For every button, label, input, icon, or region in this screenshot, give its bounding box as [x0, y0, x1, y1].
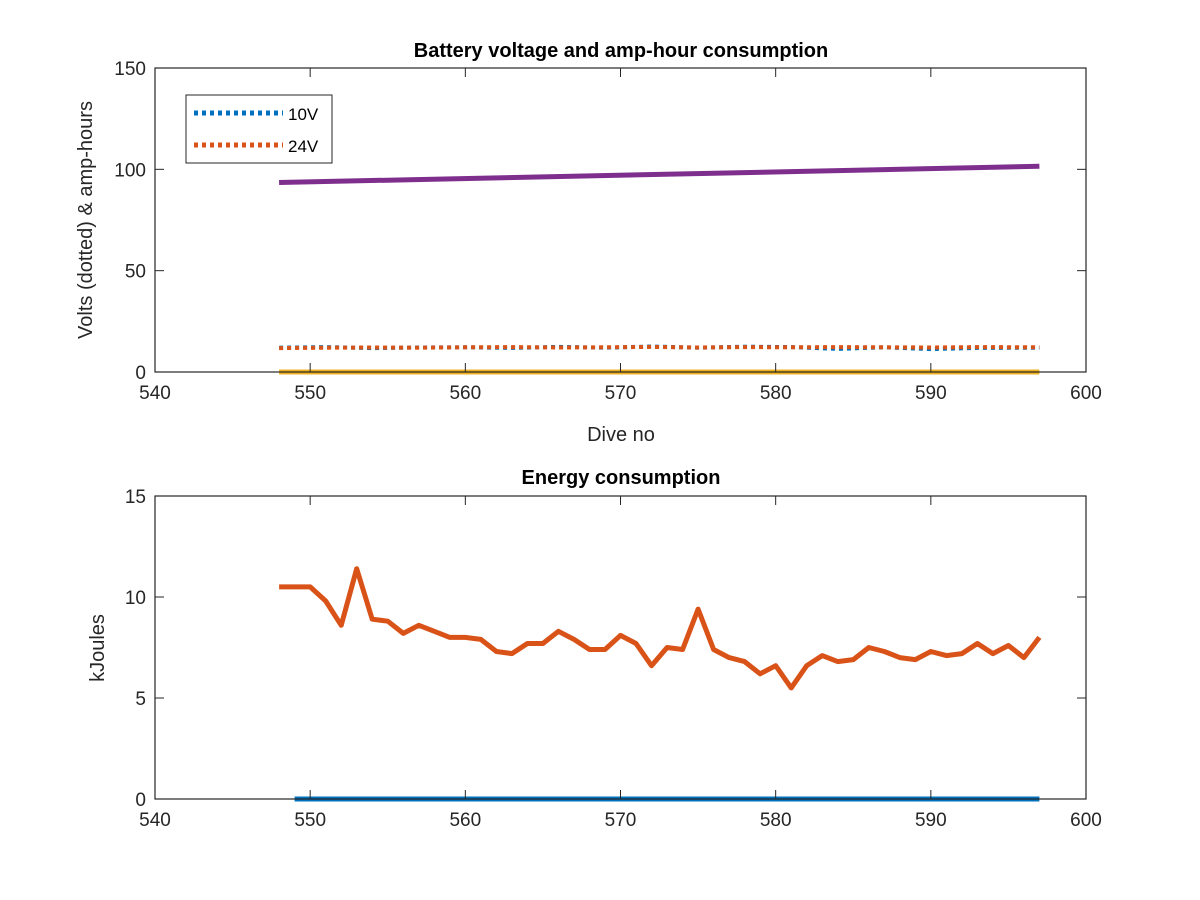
x-axis-label: Dive no — [587, 424, 655, 446]
y-axis-label: Volts (dotted) & amp-hours — [75, 101, 97, 339]
x-tick-label: 590 — [915, 810, 947, 831]
y-tick-label: 50 — [125, 262, 146, 283]
x-tick-label: 570 — [605, 383, 637, 404]
x-tick-label: 550 — [294, 810, 326, 831]
y-tick-label: 0 — [135, 363, 146, 384]
legend-label-24v: 24V — [288, 137, 319, 156]
x-tick-label: 550 — [294, 383, 326, 404]
legend: 10V 24V — [185, 94, 333, 164]
legend-box — [185, 94, 333, 164]
y-tick-label: 0 — [135, 790, 146, 811]
x-tick-label: 580 — [760, 383, 792, 404]
plot-marks — [279, 163, 1040, 375]
x-tick-label: 600 — [1070, 383, 1102, 404]
series-line-d95319 — [279, 566, 1042, 691]
axes-box — [154, 495, 1087, 800]
battery-voltage-plot: Battery voltage and amp-hour consumption… — [75, 40, 1102, 446]
y-axis-label: kJoules — [87, 614, 109, 682]
x-tick-label: 560 — [449, 810, 481, 831]
x-tick-label: 540 — [139, 810, 171, 831]
y-tick-label: 100 — [114, 160, 146, 181]
plot-title: Battery voltage and amp-hour consumption — [414, 40, 828, 62]
plot-marks — [279, 566, 1042, 802]
x-tick-label: 540 — [139, 383, 171, 404]
series-line-24v — [279, 344, 1040, 351]
plot-title: Energy consumption — [522, 467, 721, 489]
series-line-7e2f8e — [279, 163, 1040, 185]
x-tick-label: 570 — [605, 810, 637, 831]
axis-ticks: 540 550 560 570 580 590 600 0 5 10 15 — [125, 487, 1102, 831]
axis-ticks: 540 550 560 570 580 590 600 0 50 100 150 — [114, 59, 1102, 404]
y-tick-label: 10 — [125, 588, 146, 609]
energy-consumption-plot: Energy consumption kJoules 540 550 560 570 5… — [87, 467, 1102, 831]
y-tick-label: 15 — [125, 487, 146, 508]
y-tick-label: 150 — [114, 59, 146, 80]
y-tick-label: 5 — [135, 689, 146, 710]
axes-box — [154, 67, 1087, 373]
x-tick-label: 600 — [1070, 810, 1102, 831]
x-tick-label: 560 — [449, 383, 481, 404]
legend-label-10v: 10V — [288, 105, 319, 124]
x-tick-label: 580 — [760, 810, 792, 831]
x-tick-label: 590 — [915, 383, 947, 404]
